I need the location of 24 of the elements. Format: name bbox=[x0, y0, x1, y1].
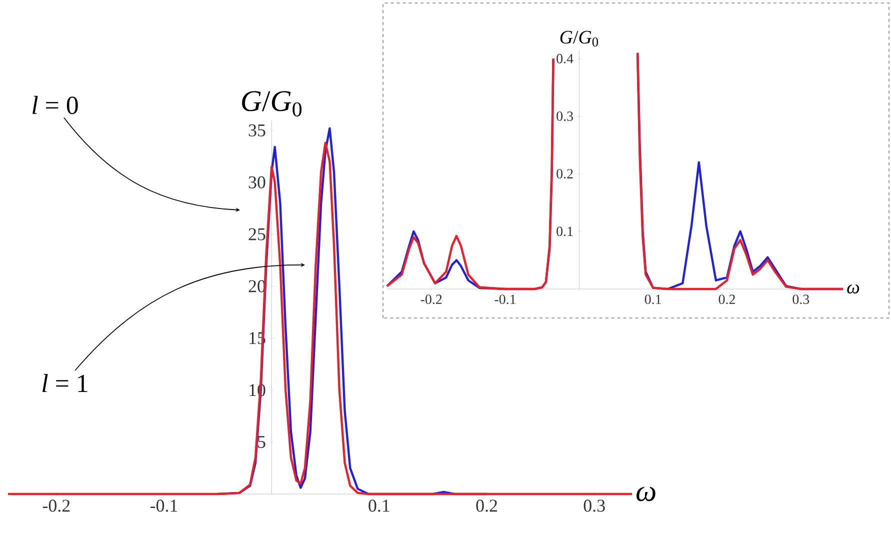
x-tick-label: 0.3 bbox=[584, 500, 605, 512]
y-axis-title: G/G$_{0}$ bbox=[242, 91, 302, 116]
x-tick-label: 0.3 bbox=[792, 294, 810, 304]
y-tick-label: 0.1 bbox=[556, 226, 573, 236]
x-axis-title: ω bbox=[636, 486, 656, 502]
x-tick-label: 0.2 bbox=[476, 500, 497, 512]
y-tick-label: 0.2 bbox=[556, 169, 573, 179]
annotation: l = 1 bbox=[42, 374, 88, 392]
y-tick-label: 30 bbox=[248, 176, 266, 188]
x-tick-label: -0.2 bbox=[420, 294, 442, 304]
text: l = 0 bbox=[32, 96, 78, 114]
x-tick-label: -0.1 bbox=[150, 500, 178, 512]
y-tick-label: 5 bbox=[258, 436, 266, 448]
x-tick-label: 0.1 bbox=[368, 500, 390, 512]
x-axis-title: ω bbox=[847, 284, 860, 294]
y-tick-label: 35 bbox=[248, 124, 266, 136]
x-tick-label: -0.2 bbox=[42, 500, 70, 512]
x-tick-label: 0.1 bbox=[644, 294, 661, 304]
y-tick-label: 0.3 bbox=[556, 111, 573, 121]
y-tick-label: 0.4 bbox=[556, 54, 574, 64]
x-tick-label: 0.2 bbox=[718, 294, 735, 304]
x-tick-label: -0.1 bbox=[494, 294, 516, 304]
y-axis-title: G/G$_{0}$ bbox=[560, 30, 598, 46]
y-tick-label: 25 bbox=[248, 228, 266, 240]
